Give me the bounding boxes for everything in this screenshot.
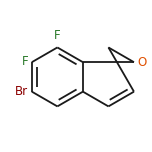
Text: Br: Br (15, 85, 28, 98)
Text: F: F (22, 55, 28, 68)
Text: F: F (54, 29, 61, 42)
Text: O: O (138, 56, 147, 69)
